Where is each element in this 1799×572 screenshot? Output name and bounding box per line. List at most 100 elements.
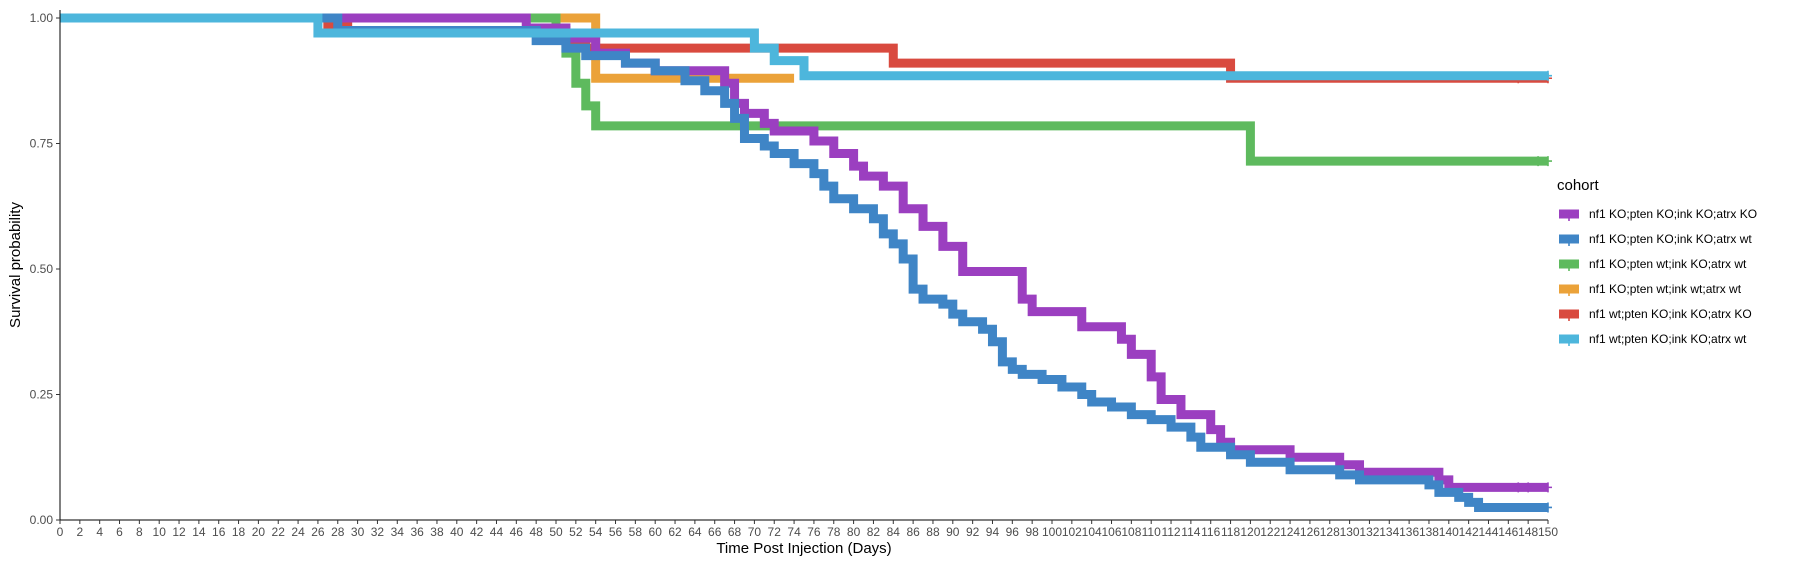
survival-curve (60, 13, 1548, 81)
x-tick-label: 28 (331, 525, 345, 539)
legend-items: nf1 KO;pten KO;ink KO;atrx KO nf1 KO;pten… (1559, 207, 1757, 346)
x-tick-label: 94 (986, 525, 1000, 539)
x-tick-label: 12 (172, 525, 186, 539)
survival-curve (60, 13, 1548, 166)
x-tick-label: 44 (490, 525, 504, 539)
x-tick-label: 72 (768, 525, 782, 539)
x-tick-label: 86 (906, 525, 920, 539)
censor-mark (1544, 70, 1552, 81)
x-tick-label: 142 (1459, 525, 1479, 539)
x-tick-label: 130 (1340, 525, 1360, 539)
x-tick-label: 20 (252, 525, 266, 539)
x-tick-label: 36 (410, 525, 424, 539)
y-tick-label: 0.50 (30, 262, 54, 276)
x-tick-label: 54 (589, 525, 603, 539)
x-tick-label: 126 (1300, 525, 1320, 539)
legend: cohort nf1 KO;pten KO;ink KO;atrx KOnf1 … (1557, 177, 1757, 346)
x-tick-label: 6 (116, 525, 123, 539)
x-tick-label: 62 (668, 525, 682, 539)
axes (59, 10, 1548, 521)
x-tick-label: 32 (371, 525, 385, 539)
x-tick-label: 34 (391, 525, 405, 539)
x-tick-label: 22 (272, 525, 286, 539)
censor-mark (1534, 156, 1543, 167)
x-tick-label: 24 (291, 525, 305, 539)
x-axis-title: Time Post Injection (Days) (716, 540, 891, 557)
x-tick-label: 132 (1359, 525, 1379, 539)
x-tick-label: 18 (232, 525, 246, 539)
x-tick-label: 16 (212, 525, 226, 539)
x-tick-label: 136 (1399, 525, 1419, 539)
x-tick-label: 116 (1201, 525, 1220, 539)
x-tick-label: 60 (649, 525, 663, 539)
x-tick-label: 98 (1025, 525, 1039, 539)
x-tick-label: 148 (1518, 525, 1538, 539)
x-tick-label: 140 (1439, 525, 1459, 539)
x-tick-label: 100 (1042, 525, 1062, 539)
y-tick-label: 0.25 (30, 388, 54, 402)
censor-mark (1514, 482, 1523, 493)
x-tick-label: 96 (1006, 525, 1020, 539)
x-tick-label: 114 (1181, 525, 1200, 539)
x-tick-label: 110 (1142, 525, 1161, 539)
x-tick-label: 112 (1161, 525, 1180, 539)
x-tick-label: 102 (1062, 525, 1082, 539)
x-tick-label: 50 (549, 525, 563, 539)
x-tick-label: 70 (748, 525, 762, 539)
x-tick-label: 124 (1280, 525, 1300, 539)
legend-label: nf1 KO;pten wt;ink KO;atrx wt (1589, 257, 1747, 271)
x-tick-label: 82 (867, 525, 881, 539)
legend-label: nf1 wt;pten KO;ink KO;atrx KO (1589, 307, 1752, 321)
x-tick-label: 46 (510, 525, 524, 539)
x-tick-label: 26 (311, 525, 325, 539)
x-tick-label: 14 (192, 525, 206, 539)
plot-area (60, 13, 1552, 513)
legend-label: nf1 KO;pten wt;ink wt;atrx wt (1589, 282, 1742, 296)
x-tick-label: 128 (1320, 525, 1340, 539)
x-tick-label: 38 (430, 525, 444, 539)
x-tick-label: 4 (96, 525, 103, 539)
x-tick-label: 138 (1419, 525, 1439, 539)
x-tick-label: 74 (787, 525, 801, 539)
x-tick-label: 42 (470, 525, 484, 539)
x-tick-label: 122 (1260, 525, 1280, 539)
y-tick-label: 1.00 (30, 11, 54, 25)
legend-label: nf1 wt;pten KO;ink KO;atrx wt (1589, 332, 1747, 346)
x-tick-label: 64 (688, 525, 702, 539)
x-tick-label: 76 (807, 525, 821, 539)
censor-mark (1524, 482, 1533, 493)
legend-label: nf1 KO;pten KO;ink KO;atrx KO (1589, 207, 1757, 221)
y-tick-label: 0.75 (30, 137, 54, 151)
x-tick-label: 52 (569, 525, 583, 539)
x-tick-label: 118 (1221, 525, 1240, 539)
x-tick-label: 56 (609, 525, 623, 539)
x-tick-label: 30 (351, 525, 365, 539)
x-tick-label: 144 (1478, 525, 1498, 539)
x-tick-label: 106 (1102, 525, 1122, 539)
x-tick-label: 104 (1082, 525, 1102, 539)
censor-mark (1544, 156, 1552, 167)
x-tick-label: 58 (629, 525, 643, 539)
x-tick-label: 92 (966, 525, 980, 539)
x-ticks: 0 2 4 6 8 10 12 14 16 18 20 22 24 26 28 30 32 34 36 38 40 42 4… (57, 520, 1558, 539)
survival-curve (60, 13, 1548, 512)
legend-label: nf1 KO;pten KO;ink KO;atrx wt (1589, 232, 1752, 246)
x-tick-label: 90 (946, 525, 960, 539)
x-tick-label: 48 (529, 525, 543, 539)
y-ticks: 0.00 0.25 0.50 0.75 1.00 (30, 11, 60, 527)
x-tick-label: 78 (827, 525, 841, 539)
x-tick-label: 88 (926, 525, 940, 539)
x-tick-label: 146 (1498, 525, 1518, 539)
x-tick-label: 40 (450, 525, 464, 539)
y-axis-title: Survival probability (7, 202, 24, 328)
censor-mark (1544, 502, 1552, 513)
legend-title: cohort (1557, 177, 1600, 194)
x-tick-label: 8 (136, 525, 143, 539)
x-tick-label: 108 (1121, 525, 1141, 539)
x-tick-label: 134 (1379, 525, 1399, 539)
survival-curve (60, 13, 1548, 492)
x-tick-label: 66 (708, 525, 722, 539)
x-tick-label: 68 (728, 525, 742, 539)
censor-mark (1544, 482, 1552, 493)
